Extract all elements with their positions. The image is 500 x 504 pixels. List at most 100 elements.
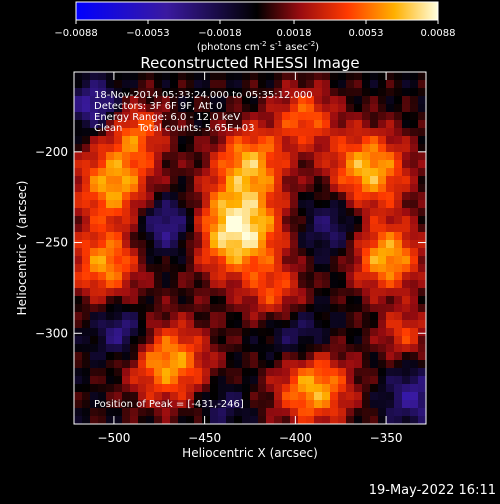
heatmap-pixel <box>98 184 107 193</box>
heatmap-pixel <box>338 152 347 161</box>
heatmap-pixel <box>410 360 419 369</box>
heatmap-pixel <box>170 176 179 185</box>
heatmap-pixel <box>258 352 267 361</box>
heatmap-pixel <box>338 288 347 297</box>
heatmap-pixel <box>298 296 307 305</box>
heatmap-pixel <box>82 368 91 377</box>
heatmap-pixel <box>74 144 83 153</box>
heatmap-pixel <box>298 80 307 89</box>
heatmap-pixel <box>82 136 91 145</box>
heatmap-pixel <box>410 104 419 113</box>
heatmap-pixel <box>138 328 147 337</box>
heatmap-pixel <box>106 328 115 337</box>
heatmap-pixel <box>234 392 243 401</box>
heatmap-pixel <box>154 240 163 249</box>
heatmap-pixel <box>106 320 115 329</box>
heatmap-pixel <box>338 80 347 89</box>
heatmap-pixel <box>330 256 339 265</box>
heatmap-pixel <box>250 296 259 305</box>
heatmap-pixel <box>138 176 147 185</box>
heatmap-pixel <box>290 400 299 409</box>
heatmap-pixel <box>354 264 363 273</box>
heatmap-pixel <box>306 176 315 185</box>
heatmap-pixel <box>322 208 331 217</box>
heatmap-pixel <box>90 256 99 265</box>
heatmap-pixel <box>298 280 307 289</box>
heatmap-pixel <box>370 320 379 329</box>
heatmap-pixel <box>282 136 291 145</box>
heatmap-pixel <box>186 136 195 145</box>
heatmap-pixel <box>138 320 147 329</box>
heatmap-pixel <box>258 320 267 329</box>
heatmap-pixel <box>362 352 371 361</box>
heatmap-pixel <box>130 136 139 145</box>
heatmap-pixel <box>82 360 91 369</box>
heatmap-pixel <box>378 296 387 305</box>
heatmap-pixel <box>346 224 355 233</box>
heatmap-pixel <box>386 168 395 177</box>
heatmap-pixel <box>314 288 323 297</box>
heatmap-pixel <box>250 80 259 89</box>
heatmap-pixel <box>98 368 107 377</box>
heatmap-pixel <box>402 368 411 377</box>
heatmap-pixel <box>378 240 387 249</box>
heatmap-pixel <box>130 224 139 233</box>
heatmap-pixel <box>330 408 339 417</box>
heatmap-pixel <box>90 104 99 113</box>
heatmap-pixel <box>394 176 403 185</box>
heatmap-pixel <box>202 72 211 81</box>
heatmap-pixel <box>338 304 347 313</box>
heatmap-pixel <box>362 328 371 337</box>
heatmap-pixel <box>210 96 219 105</box>
heatmap-pixel <box>338 232 347 241</box>
heatmap-pixel <box>194 352 203 361</box>
heatmap-pixel <box>234 112 243 121</box>
heatmap-pixel <box>362 232 371 241</box>
heatmap-pixel <box>290 224 299 233</box>
heatmap-pixel <box>266 344 275 353</box>
heatmap-pixel <box>194 360 203 369</box>
heatmap-pixel <box>122 264 131 273</box>
heatmap-pixel <box>282 104 291 113</box>
heatmap-pixel <box>194 312 203 321</box>
heatmap-pixel <box>314 184 323 193</box>
heatmap-pixel <box>378 408 387 417</box>
heatmap-pixel <box>418 144 426 153</box>
heatmap-pixel <box>82 216 91 225</box>
heatmap-pixel <box>306 80 315 89</box>
heatmap-pixel <box>258 256 267 265</box>
heatmap-pixel <box>106 384 115 393</box>
heatmap-pixel <box>378 192 387 201</box>
heatmap-pixel <box>154 296 163 305</box>
heatmap-pixel <box>210 272 219 281</box>
heatmap-pixel <box>130 360 139 369</box>
heatmap-pixel <box>402 96 411 105</box>
heatmap-pixel <box>410 248 419 257</box>
heatmap-pixel <box>122 344 131 353</box>
heatmap-pixel <box>250 280 259 289</box>
heatmap-pixel <box>98 208 107 217</box>
heatmap-pixel <box>418 136 426 145</box>
heatmap-pixel <box>418 328 426 337</box>
heatmap-pixel <box>282 80 291 89</box>
heatmap-pixel <box>410 304 419 313</box>
heatmap-pixel <box>74 368 83 377</box>
heatmap-pixel <box>138 312 147 321</box>
heatmap-pixel <box>114 232 123 241</box>
heatmap-pixel <box>314 280 323 289</box>
heatmap-pixel <box>274 416 283 424</box>
heatmap-pixel <box>234 232 243 241</box>
heatmap-pixel <box>226 208 235 217</box>
heatmap-pixel <box>178 80 187 89</box>
heatmap-pixel <box>314 144 323 153</box>
heatmap-pixel <box>114 184 123 193</box>
heatmap-pixel <box>146 296 155 305</box>
heatmap-pixel <box>242 160 251 169</box>
heatmap-pixel <box>114 352 123 361</box>
heatmap-pixel <box>146 128 155 137</box>
heatmap-pixel <box>242 168 251 177</box>
heatmap-pixel <box>274 336 283 345</box>
heatmap-pixel <box>290 352 299 361</box>
heatmap-pixel <box>370 280 379 289</box>
heatmap-pixel <box>114 360 123 369</box>
